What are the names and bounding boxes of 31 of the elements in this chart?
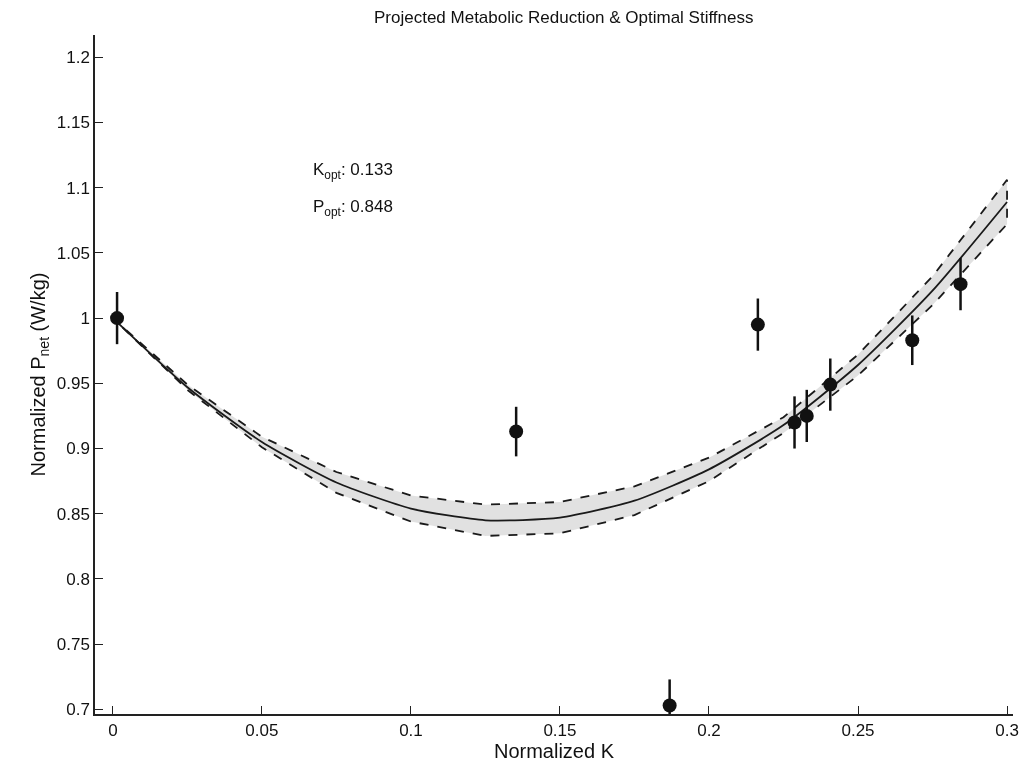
y-tick-label: 0.75 <box>56 635 90 655</box>
point <box>905 333 920 348</box>
x-axis-title: Normalized K <box>493 740 615 763</box>
y-tick-label: 1 <box>80 309 90 329</box>
x-tick-label: 0.15 <box>543 721 577 741</box>
chart-title: Projected Metabolic Reduction & Optimal Stiffness <box>373 8 754 28</box>
point <box>662 698 677 713</box>
y-tick-label: 1.2 <box>66 48 90 68</box>
x-tick-label: 0.05 <box>245 721 279 741</box>
annotation: K$_{opt}$: 0.133 <box>313 160 393 182</box>
point <box>750 317 765 332</box>
point <box>110 311 125 326</box>
y-tick-label: 1.1 <box>66 178 90 198</box>
y-tick-label: 1.15 <box>56 113 90 133</box>
x-tick-label: 0.1 <box>399 721 423 741</box>
y-tick-label: 0.7 <box>66 700 90 720</box>
point <box>787 415 802 430</box>
x-tick-label: 0.2 <box>697 721 721 741</box>
point <box>799 408 814 423</box>
y-tick-label: 0.85 <box>56 504 90 524</box>
point <box>823 377 838 392</box>
annotation: P$_{opt}$: 0.848 <box>313 197 393 219</box>
x-tick-label: 0.25 <box>841 721 875 741</box>
point <box>509 424 524 439</box>
y-tick-label: 1.05 <box>56 243 90 263</box>
y-tick-label: 0.9 <box>66 439 90 459</box>
x-tick-label: 0.3 <box>995 721 1019 741</box>
point <box>953 277 968 292</box>
x-tick-label: 0 <box>108 721 118 741</box>
y-tick-label: 0.95 <box>56 374 90 394</box>
y-tick-label: 0.8 <box>66 569 90 589</box>
